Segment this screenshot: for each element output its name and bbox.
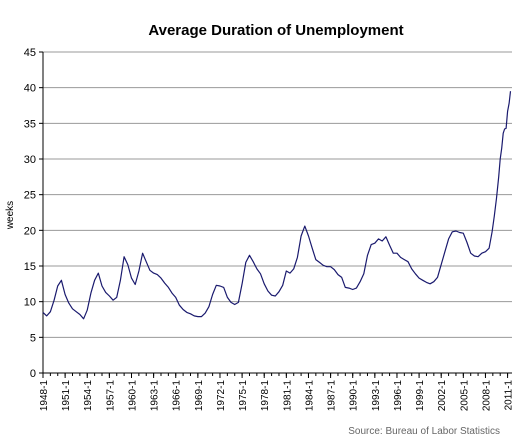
x-tick-label: 1987-1 <box>327 380 338 412</box>
y-tick-label: 45 <box>24 47 36 59</box>
x-tick-labels: 1948-1 1951-1 1954-1 1957-1 1960-1 1963-1 1966… <box>39 380 515 412</box>
x-tick-label: 1993-1 <box>371 380 382 412</box>
y-tick-label: 10 <box>24 297 36 309</box>
y-tick-label: 15 <box>24 261 36 273</box>
x-tick-label: 1975-1 <box>238 380 249 412</box>
x-tick-label: 1966-1 <box>172 380 183 412</box>
y-tick-label: 0 <box>30 368 36 380</box>
x-tick-label: 1948-1 <box>39 380 50 412</box>
y-tick-label: 20 <box>24 225 36 237</box>
y-tick-label: 25 <box>24 190 36 202</box>
x-tick-label: 1951-1 <box>61 380 72 412</box>
source-note: Source: Bureau of Labor Statistics <box>348 426 500 437</box>
x-tick-label: 1963-1 <box>150 380 161 412</box>
y-tick-label: 30 <box>24 154 36 166</box>
x-tick-label: 2005-1 <box>459 380 470 412</box>
x-tick-label: 1969-1 <box>194 380 205 412</box>
x-tick-label: 2002-1 <box>437 380 448 412</box>
x-tick-label: 1996-1 <box>393 380 404 412</box>
gridlines <box>43 51 512 338</box>
x-tick-label: 1960-1 <box>127 380 138 412</box>
y-tick-labels: 0 5 10 15 20 25 30 35 40 45 <box>24 47 36 380</box>
y-tick-label: 40 <box>24 83 36 95</box>
x-tick-label: 1978-1 <box>260 380 271 412</box>
x-tick-label: 2008-1 <box>481 380 492 412</box>
x-tick-label: 1984-1 <box>304 380 315 412</box>
series-layer <box>42 91 512 320</box>
x-tick-label: 2011-1 <box>504 380 515 411</box>
series-line <box>42 91 512 320</box>
x-tick-label: 1981-1 <box>282 380 293 412</box>
y-tick-label: 35 <box>24 118 36 130</box>
x-tick-label: 1957-1 <box>105 380 116 412</box>
x-tick-label: 1990-1 <box>349 380 360 412</box>
axes <box>39 51 512 378</box>
x-tick-label: 1999-1 <box>415 380 426 412</box>
x-tick-label: 1954-1 <box>83 380 94 412</box>
x-tick-label: 1972-1 <box>216 380 227 412</box>
y-tick-label: 5 <box>30 332 36 344</box>
y-axis-label: weeks <box>5 201 16 230</box>
chart-title: Average Duration of Unemployment <box>148 22 403 39</box>
